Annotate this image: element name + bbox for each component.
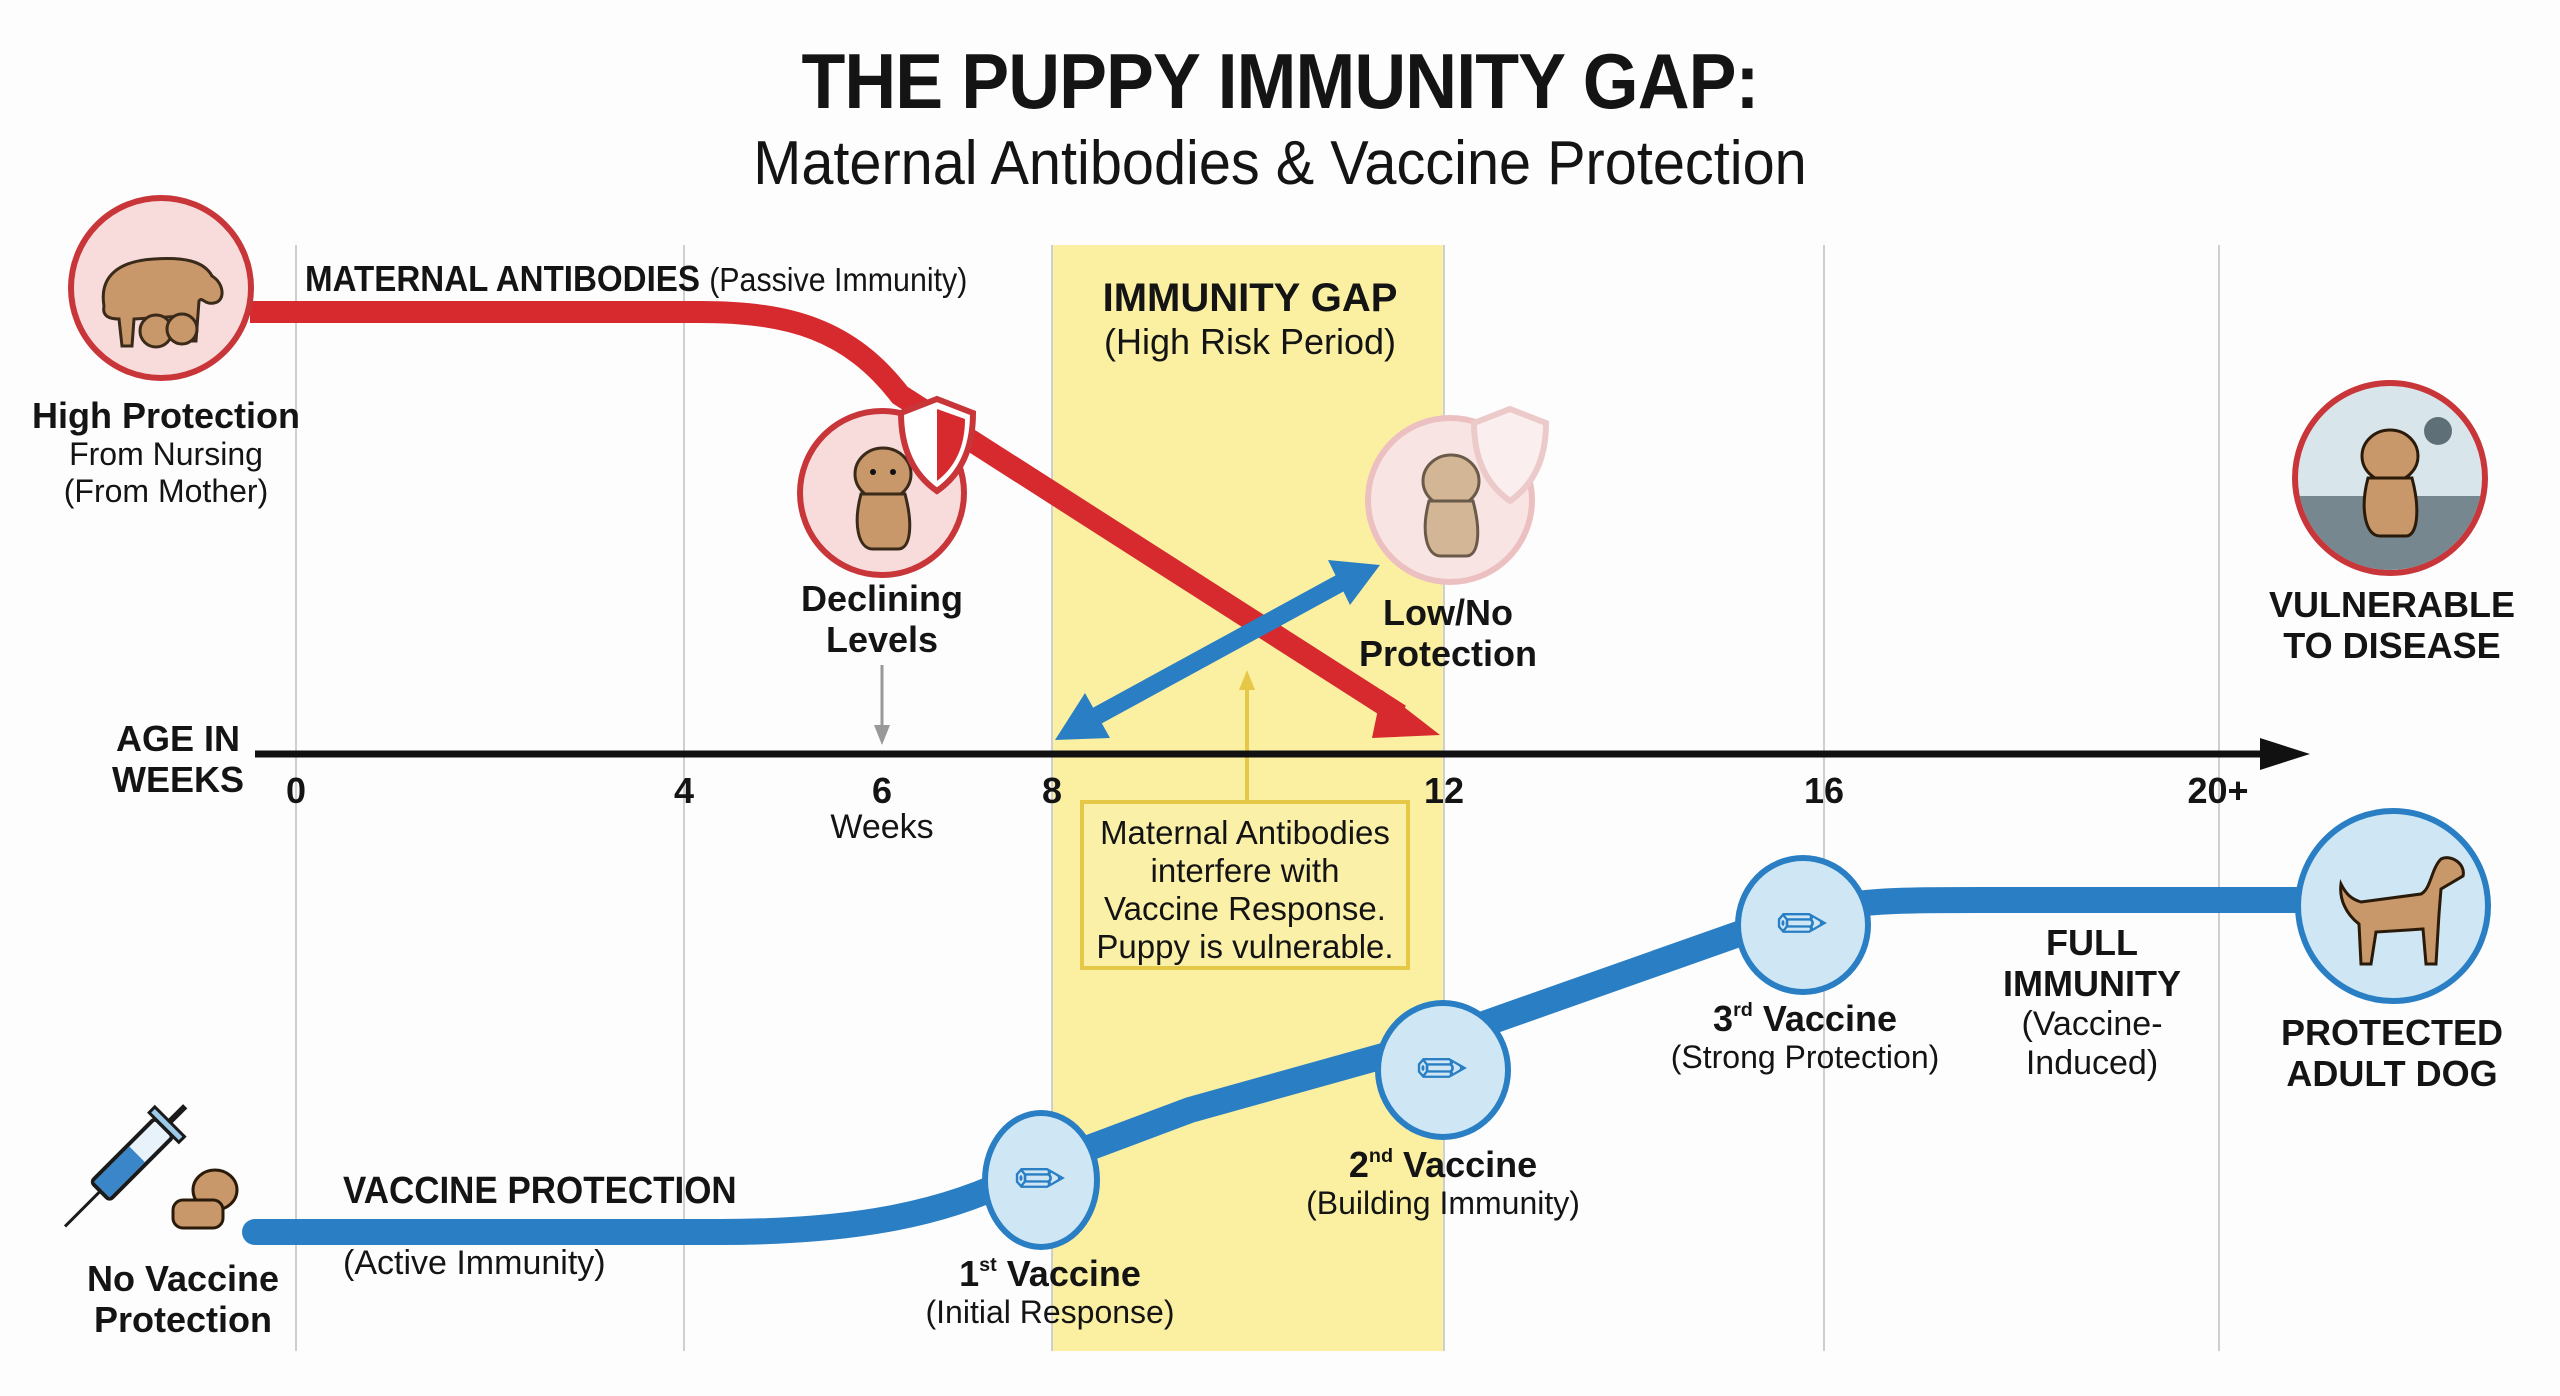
no-vaccine-label: No Vaccine Protection xyxy=(86,1258,280,1341)
tick-16: 16 xyxy=(1803,770,1845,811)
high-protection-label: High Protection From Nursing (From Mothe… xyxy=(32,395,300,510)
tick-20-plus: 20+ xyxy=(2187,770,2249,811)
gridline-week-0 xyxy=(295,245,297,1351)
gridline-week-20 xyxy=(2218,245,2220,1351)
six-weeks-note: Weeks xyxy=(830,808,934,846)
protected-adult-dog-label: PROTECTED ADULT DOG xyxy=(2280,1012,2504,1095)
declining-levels-label: Declining Levels xyxy=(800,578,964,661)
page-title: THE PUPPY IMMUNITY GAP: xyxy=(801,37,1759,125)
vaccine-protection-curve xyxy=(242,887,2363,1245)
sitting-puppy-icon xyxy=(853,446,913,551)
adult-dog-badge xyxy=(2295,808,2491,1004)
blue-arrowhead-right xyxy=(1328,560,1380,605)
tick-8: 8 xyxy=(1041,770,1063,811)
sad-puppy-icon xyxy=(1421,453,1481,558)
vaccine-heading: VACCINE PROTECTION xyxy=(343,1170,737,1212)
dose-3-label: 3rd Vaccine (Strong Protection) xyxy=(1670,998,1940,1076)
maternal-heading: MATERNAL ANTIBODIES (Passive Immunity) xyxy=(305,258,968,299)
nursing-dog-icon xyxy=(101,257,224,349)
gridline-week-4 xyxy=(683,245,685,1351)
tick-6: 6 xyxy=(871,770,893,811)
gridline-week-8 xyxy=(1051,245,1053,1351)
dose-3-badge: ✎ xyxy=(1735,855,1871,995)
vaccine-heading-note: (Active Immunity) xyxy=(343,1244,606,1282)
tick-12: 12 xyxy=(1423,770,1465,811)
dose-1-badge: ✎ xyxy=(982,1110,1100,1250)
dose-1-label: 1st Vaccine (Initial Response) xyxy=(925,1253,1175,1331)
tick-0: 0 xyxy=(285,770,307,811)
blue-arrowhead-left xyxy=(1055,693,1110,740)
red-shield-icon xyxy=(897,395,977,495)
nursing-dog-badge xyxy=(68,195,254,381)
vulnerable-puppy-badge xyxy=(2292,380,2488,576)
interference-callout: Maternal Antibodies interfere with Vacci… xyxy=(1080,800,1410,970)
six-week-arrow xyxy=(874,725,890,745)
dose-2-label: 2nd Vaccine (Building Immunity) xyxy=(1306,1144,1580,1222)
gridline-week-12 xyxy=(1443,245,1445,1351)
faded-shield-icon xyxy=(1470,405,1550,505)
callout-pointer-arrow xyxy=(1239,670,1255,690)
maternal-antibody-curve xyxy=(250,301,1406,725)
syringe-puppy-icon xyxy=(63,1104,239,1230)
full-immunity-label: FULL IMMUNITY (Vaccine- Induced) xyxy=(2003,922,2181,1082)
vaccine-rise-arrow xyxy=(1075,567,1360,733)
axis-label: AGE IN WEEKS xyxy=(112,718,245,801)
low-no-protection-label: Low/No Protection xyxy=(1358,592,1538,675)
gridline-week-16 xyxy=(1823,245,1825,1351)
vulnerable-to-disease-label: VULNERABLE TO DISEASE xyxy=(2268,584,2516,667)
germ-puppy-icon xyxy=(2360,417,2452,538)
dose-2-badge: ✎ xyxy=(1375,1000,1511,1140)
page-subtitle: Maternal Antibodies & Vaccine Protection xyxy=(753,129,1807,198)
axis-arrowhead xyxy=(2260,738,2310,770)
maternal-arrowhead xyxy=(1372,690,1440,738)
adult-dog-icon xyxy=(2339,856,2465,966)
immunity-gap-heading: IMMUNITY GAP (High Risk Period) xyxy=(1102,276,1398,362)
tick-4: 4 xyxy=(673,770,695,811)
